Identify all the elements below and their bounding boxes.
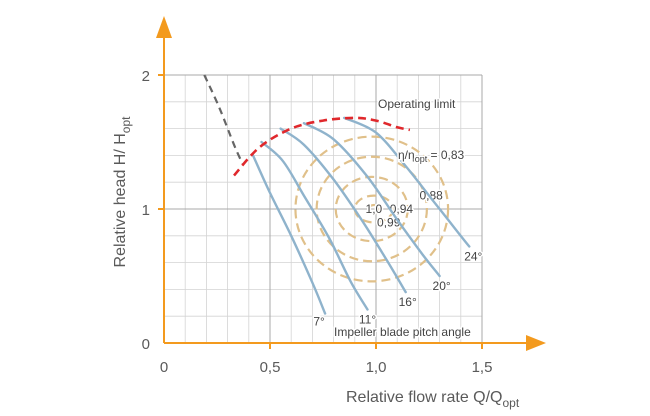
efficiency-value-label: 1,0 xyxy=(366,202,383,216)
pitch-curve-16deg xyxy=(279,127,407,294)
grid xyxy=(164,74,483,343)
x-tick-label: 1,0 xyxy=(366,359,387,376)
operating-limit-dashed-line xyxy=(233,116,411,177)
operating-limit-line xyxy=(233,116,411,177)
efficiency-label: η/ηopt = 0,83 xyxy=(398,148,465,164)
efficiency-value-label: 0,94 xyxy=(390,202,414,216)
x-axis-arrow-icon xyxy=(526,335,546,351)
efficiency-value-label: 0,88 xyxy=(419,189,443,203)
y-tick-label: 2 xyxy=(142,68,150,85)
x-axis-label: Relative flow rate Q/Qopt xyxy=(346,389,520,410)
tick-labels: 0 0,5 1,0 1,5 0 1 2 xyxy=(142,68,493,376)
pitch-angle-label: Impeller blade pitch angle xyxy=(334,325,471,339)
x-tick-label: 0 xyxy=(160,359,168,376)
efficiency-contour-0-88 xyxy=(315,155,428,263)
x-tick-label: 1,5 xyxy=(472,359,493,376)
operating-limit-label: Operating limit xyxy=(378,97,456,111)
pitch-curve-label: 7° xyxy=(313,315,325,329)
y-tick-label: 0 xyxy=(142,336,150,353)
pitch-curve-label: 16° xyxy=(399,295,417,309)
pitch-curve-label: 20° xyxy=(433,279,451,293)
extension-line xyxy=(203,74,244,164)
efficiency-contour-0-99 xyxy=(353,194,395,224)
pitch-curve-label: 11° xyxy=(359,313,376,327)
pitch-angle-curves: 7° 11° 16° 20° 24° xyxy=(251,116,484,330)
efficiency-contour-0-94 xyxy=(334,175,409,243)
pitch-curve-24deg xyxy=(343,116,471,248)
labels: Operating limit Impeller blade pitch ang… xyxy=(112,96,520,411)
pitch-curve-20deg xyxy=(302,122,441,278)
x-tick-label: 0,5 xyxy=(260,359,281,376)
efficiency-contour-0-83 xyxy=(294,135,450,283)
pitch-curve-11deg xyxy=(260,140,369,311)
axes xyxy=(156,16,546,351)
pitch-curve-label: 24° xyxy=(464,250,482,264)
efficiency-value-label: 0,99 xyxy=(377,215,401,229)
y-axis-label: Relative head H/ Hopt xyxy=(112,116,133,268)
y-axis-arrow-icon xyxy=(156,16,172,38)
pitch-curve-7deg xyxy=(251,154,327,315)
y-tick-label: 1 xyxy=(142,202,150,219)
extension-dashed-line xyxy=(203,74,244,164)
efficiency-contour-1-0 xyxy=(367,203,381,215)
